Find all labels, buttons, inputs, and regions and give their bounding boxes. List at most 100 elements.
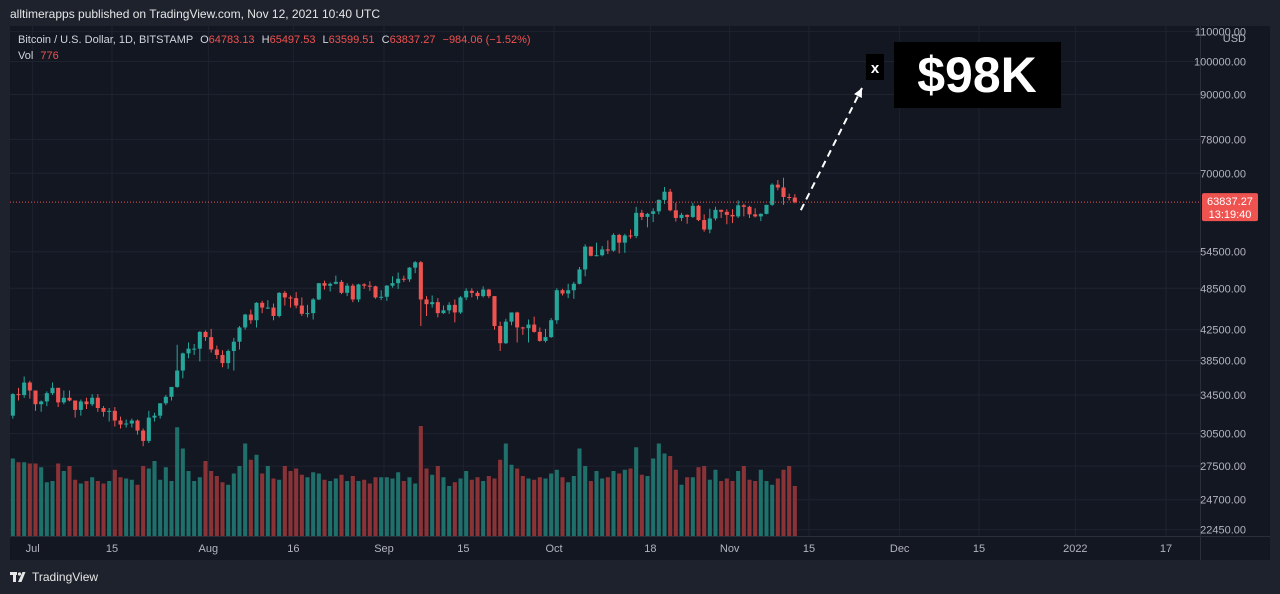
candle-body [413, 262, 418, 268]
volume-bar [265, 466, 270, 536]
time-tick-label: 18 [644, 543, 656, 555]
volume-bar [639, 474, 644, 536]
volume-bar [464, 471, 469, 536]
volume-bar [447, 486, 452, 536]
candlestick-chart[interactable]: x $98K 110000.00 100000.00 90000.00 78000.00… [10, 26, 1270, 560]
volume-bar [226, 484, 231, 536]
candle-body [532, 324, 537, 332]
candle-body [594, 255, 599, 257]
volume-bar [435, 466, 440, 536]
candle-body [430, 302, 435, 305]
candle-body [464, 290, 469, 298]
volume-bar [356, 481, 361, 536]
volume-bar [362, 479, 367, 536]
candle-body [611, 234, 616, 251]
candle-body [617, 234, 622, 243]
candle-body [316, 283, 321, 300]
candle-body [367, 285, 372, 287]
candle-body [758, 213, 763, 217]
volume-bar [396, 472, 401, 536]
candle-body [328, 283, 333, 286]
volume-bar [254, 454, 259, 536]
candle-body [169, 386, 174, 397]
candle-body [458, 297, 463, 313]
time-tick-label: 15 [106, 543, 118, 555]
candle-body [95, 397, 100, 408]
volume-bar [305, 477, 310, 536]
volume-bar [180, 448, 185, 536]
volume-bar [441, 477, 446, 536]
volume-bar [67, 466, 72, 536]
tradingview-logo-icon [10, 572, 26, 582]
candle-body [33, 390, 38, 405]
candle-body [554, 290, 559, 321]
volume-bar [384, 477, 389, 536]
candle-body [84, 401, 89, 405]
volume-bar [288, 471, 293, 536]
candle-body [271, 307, 276, 316]
volume-bar [379, 477, 384, 536]
candle-body [107, 410, 112, 412]
volume-bar [656, 443, 661, 536]
footer: TradingView [10, 567, 98, 587]
volume-bar [787, 466, 792, 536]
candle-body [214, 349, 219, 355]
overlays: x $98K [10, 42, 1200, 211]
candle-body [135, 420, 140, 431]
price-tick-label: 48500.00 [1200, 283, 1246, 295]
volume-bar [220, 482, 225, 536]
volume-bar [243, 443, 248, 536]
volume-bar [588, 481, 593, 536]
candle-body [237, 327, 242, 342]
candle-body [622, 235, 627, 243]
chart-panel[interactable]: x $98K 110000.00 100000.00 90000.00 78000.00… [10, 26, 1270, 560]
candle-body [753, 214, 758, 217]
target-marker-text: x [871, 60, 880, 77]
symbol-name[interactable]: Bitcoin / U.S. Dollar, 1D, BITSTAMP [18, 34, 194, 46]
candle-body [396, 278, 401, 284]
candle-body [656, 199, 661, 212]
price-tick-label: 90000.00 [1200, 90, 1246, 102]
volume-bar [248, 459, 253, 536]
volume-bar [554, 469, 559, 536]
volume-bar [594, 471, 599, 536]
candle-body [192, 348, 197, 350]
candle-body [277, 292, 282, 316]
volume-bar [33, 463, 38, 536]
candle-body [600, 249, 605, 256]
price-tick-label: 27500.00 [1200, 461, 1246, 473]
volume-bar [316, 473, 321, 536]
volume-bar [730, 481, 735, 536]
volume-bar [294, 468, 299, 536]
candle-body [248, 314, 253, 321]
volume-bar [169, 481, 174, 536]
volume-label[interactable]: Vol [18, 50, 34, 62]
volume-bar [622, 469, 627, 536]
candle-body [401, 278, 406, 280]
price-tick-label: 30500.00 [1200, 429, 1246, 441]
candle-body [605, 249, 610, 251]
candle-body [775, 184, 780, 188]
time-tick-label: Jul [26, 543, 40, 555]
volume-bar [492, 478, 497, 536]
candle-body [577, 269, 582, 284]
volume-bar [124, 478, 129, 536]
volume-bar [509, 464, 514, 536]
candle-body [209, 337, 214, 350]
candle-body [503, 321, 508, 344]
axes[interactable]: 110000.00 100000.00 90000.00 78000.00 70000.… [10, 26, 1270, 560]
volume-bar [651, 458, 656, 536]
candle-body [651, 211, 656, 214]
candle-body [101, 407, 106, 412]
candle-body [231, 341, 236, 352]
volume-bar [526, 478, 531, 536]
candle-body [67, 397, 72, 401]
volume-bar [634, 447, 639, 536]
candle-body [690, 205, 695, 217]
volume-bar [430, 474, 435, 536]
volume-bar [214, 476, 219, 536]
volume-bar [792, 486, 797, 536]
candle-body [702, 220, 707, 230]
candle-body [781, 187, 786, 197]
volume-bar [452, 482, 457, 536]
